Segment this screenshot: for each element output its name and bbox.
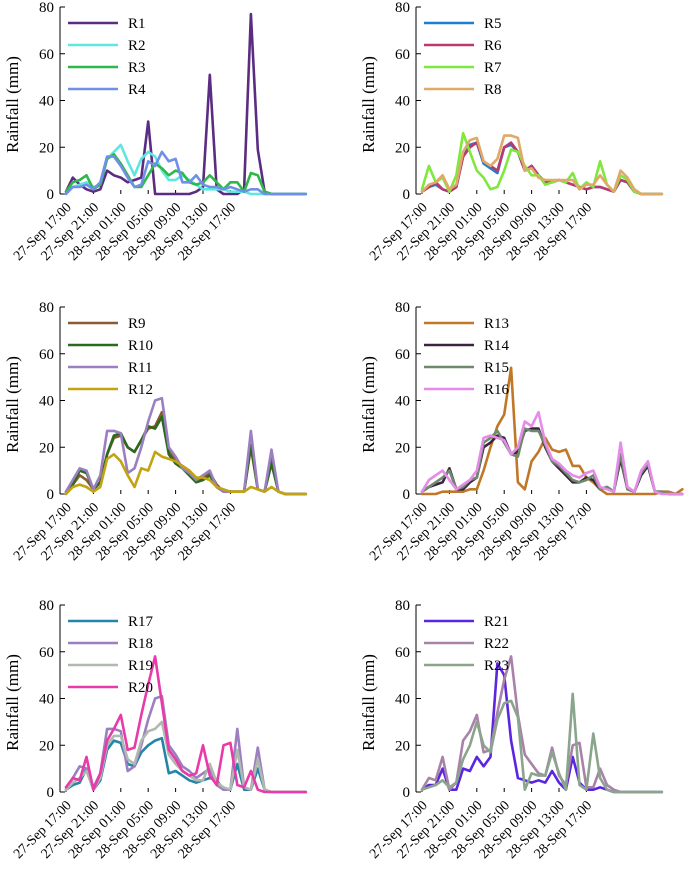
y-tick-label: 40 [395, 94, 410, 110]
legend-label-r4: R4 [128, 82, 146, 98]
y-tick-label: 0 [47, 785, 55, 801]
legend-label-r6: R6 [484, 38, 502, 54]
series-line-r16 [420, 410, 684, 496]
legend-label-r7: R7 [484, 60, 502, 76]
y-axis-label: Rainfall (mm) [3, 56, 22, 153]
y-tick-label: 40 [39, 692, 54, 708]
legend-label-r20: R20 [128, 680, 153, 696]
legend-label-r3: R3 [128, 60, 146, 76]
legend-label-r23: R23 [484, 658, 509, 674]
legend-label-r12: R12 [128, 382, 153, 398]
y-axis-label: Rainfall (mm) [3, 654, 22, 751]
series-line-r22 [420, 655, 664, 794]
y-tick-label: 20 [395, 738, 410, 754]
y-tick-label: 60 [39, 347, 54, 363]
y-tick-label: 80 [39, 0, 54, 16]
y-tick-label: 80 [39, 300, 54, 316]
y-tick-label: 60 [395, 645, 410, 661]
y-tick-label: 60 [395, 347, 410, 363]
legend: R17 R18 R19 R20 [68, 614, 154, 696]
y-tick-label: 40 [39, 94, 54, 110]
legend-label-r10: R10 [128, 338, 153, 354]
legend: R21 R22 R23 [424, 614, 509, 674]
series-line-r12 [64, 450, 308, 496]
y-tick-label: 0 [47, 187, 55, 203]
y-tick-label: 80 [395, 598, 410, 614]
y-tick-label: 80 [39, 598, 54, 614]
series-line-r13 [420, 366, 684, 496]
legend-label-r11: R11 [128, 360, 152, 376]
legend-label-r5: R5 [484, 16, 502, 32]
legend-label-r13: R13 [484, 316, 509, 332]
legend-label-r1: R1 [128, 16, 146, 32]
legend: R1 R2 R3 R4 [68, 16, 146, 98]
legend: R5 R6 R7 R8 [424, 16, 502, 98]
y-axis-label: Rainfall (mm) [359, 654, 378, 751]
y-tick-label: 0 [403, 785, 411, 801]
legend-label-r8: R8 [484, 82, 502, 98]
y-tick-label: 0 [403, 187, 411, 203]
y-tick-label: 80 [395, 0, 410, 16]
series-line-r8 [420, 134, 664, 196]
legend-label-r17: R17 [128, 614, 154, 630]
y-tick-label: 60 [395, 47, 410, 63]
y-tick-label: 20 [395, 140, 410, 156]
y-tick-label: 0 [403, 487, 411, 503]
y-tick-label: 20 [39, 738, 54, 754]
y-tick-label: 80 [395, 300, 410, 316]
series-line-r4 [64, 150, 308, 196]
legend-label-r21: R21 [484, 614, 509, 630]
legend-label-r14: R14 [484, 338, 510, 354]
legend-label-r15: R15 [484, 360, 509, 376]
y-axis-label: Rainfall (mm) [3, 356, 22, 453]
y-tick-label: 20 [395, 440, 410, 456]
y-tick-label: 60 [39, 645, 54, 661]
series-line-r11 [64, 396, 308, 496]
y-tick-label: 0 [47, 487, 55, 503]
y-axis-label: Rainfall (mm) [359, 56, 378, 153]
series-line-r1 [64, 12, 308, 196]
y-tick-label: 20 [39, 140, 54, 156]
legend-label-r19: R19 [128, 658, 153, 674]
legend-label-r2: R2 [128, 38, 146, 54]
legend-label-r22: R22 [484, 636, 509, 652]
y-tick-label: 40 [395, 394, 410, 410]
legend-label-r9: R9 [128, 316, 146, 332]
y-tick-label: 60 [39, 47, 54, 63]
legend: R9 R10 R11 R12 [68, 316, 153, 398]
y-tick-label: 40 [395, 692, 410, 708]
y-tick-label: 20 [39, 440, 54, 456]
series-line-r23 [420, 692, 664, 794]
legend-label-r16: R16 [484, 382, 510, 398]
series-line-r15 [420, 427, 684, 496]
series-line-r20 [64, 655, 308, 794]
y-tick-label: 40 [39, 394, 54, 410]
y-axis-label: Rainfall (mm) [359, 356, 378, 453]
legend: R13 R14 R15 R16 [424, 316, 510, 398]
legend-label-r18: R18 [128, 636, 153, 652]
